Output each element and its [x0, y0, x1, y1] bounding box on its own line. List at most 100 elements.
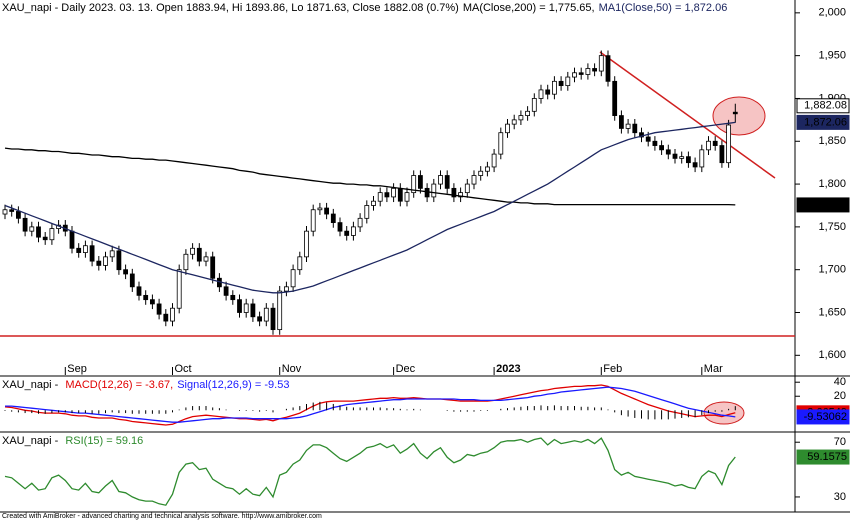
candle-body [679, 156, 685, 159]
highlight-circle [703, 401, 745, 425]
highlight-circle [712, 96, 766, 136]
candle-body [183, 253, 189, 271]
candle-body [22, 217, 28, 232]
value-label-box [796, 409, 850, 425]
candle-body [545, 89, 551, 95]
y-tick-label: 1,750 [818, 221, 846, 233]
candle-body [699, 149, 705, 168]
candle-body [645, 136, 651, 142]
candle-body [404, 192, 410, 202]
candle-body [103, 256, 108, 266]
x-tick-label: 2023 [496, 363, 520, 375]
candle-body [223, 286, 229, 296]
candle-body [310, 209, 316, 232]
candle-body [451, 187, 457, 198]
series-line [4, 121, 736, 294]
candle-body [417, 175, 423, 189]
y-tick-label: 1,950 [818, 50, 846, 62]
candle-body [525, 110, 530, 116]
candle-body [283, 286, 289, 292]
x-tick-label: Dec [396, 363, 416, 375]
candle-body [706, 140, 711, 151]
candle-body [129, 273, 135, 288]
candle-body [478, 170, 484, 176]
candle-body [190, 247, 196, 255]
candle-body [330, 213, 336, 224]
candle-body [377, 192, 383, 202]
value-label: 1,872.06 [804, 116, 847, 128]
candle-body [619, 115, 624, 129]
y-tick-label: 1,850 [818, 135, 846, 147]
candle-body [96, 260, 102, 266]
candle-body [76, 247, 82, 253]
candle-body [203, 256, 209, 262]
candle-body [357, 217, 363, 228]
candle-body [659, 145, 664, 151]
candle-body [123, 269, 128, 275]
candle-body [15, 211, 21, 219]
candle-body [424, 187, 430, 198]
candle-body [726, 124, 731, 164]
candle-body [297, 256, 303, 271]
candle-body [317, 207, 323, 211]
candle-body [196, 247, 202, 262]
title-text: XAU_napi - [2, 435, 61, 447]
candle-body [210, 256, 216, 279]
legend-entry: MA(Close,200) = 1,775.65, [463, 2, 595, 14]
candle-body [505, 123, 510, 134]
candle-body [337, 222, 343, 232]
value-label: 1,882.08 [804, 100, 847, 112]
candle-body [464, 183, 470, 194]
candle-body [156, 303, 162, 315]
candle-body [371, 200, 376, 206]
candle-body [109, 250, 115, 258]
y-tick-label: 70 [834, 436, 846, 448]
candle-body [625, 123, 631, 129]
legend-entry: RSI(15) = 59.16 [65, 435, 143, 447]
footer: Created with AmiBroker - advanced charti… [2, 513, 322, 520]
candle-body [136, 286, 142, 296]
candle-body [578, 72, 584, 75]
candle-body [344, 230, 350, 236]
x-tick-label: Mar [704, 363, 723, 375]
x-tick-label: Oct [175, 363, 192, 375]
y-tick-label: 1,650 [818, 306, 846, 318]
legend-entry: MA1(Close,50) = 1,872.06 [599, 2, 728, 14]
panel-title: XAU_napi - Daily 2023. 03. 13. Open 1883… [2, 2, 727, 14]
candle-body [149, 299, 155, 305]
candle-body [69, 230, 75, 249]
value-label: 59.1575 [807, 451, 847, 463]
value-label: 1,775.65 [804, 199, 847, 211]
candle-body [585, 68, 591, 75]
candle-body [163, 313, 169, 322]
panel-title: XAU_napi - RSI(15) = 59.16 [2, 435, 143, 447]
legend-entry: Signal(12,26,9) = -9.53 [177, 379, 289, 391]
candle-body [49, 228, 55, 241]
value-label-box [796, 449, 850, 465]
trend-line [599, 51, 776, 179]
candle-body [9, 209, 15, 212]
candle-body [350, 226, 356, 236]
y-tick-label: 1,700 [818, 264, 846, 276]
candle-body [397, 187, 403, 202]
candle-body [632, 123, 638, 134]
candle-body [2, 209, 8, 215]
candle-body [230, 294, 236, 301]
candle-body [250, 303, 256, 318]
y-tick-label: 1,800 [818, 178, 846, 190]
candle-body [719, 145, 725, 164]
candle-body [304, 230, 309, 258]
candle-body [665, 149, 671, 155]
candle-body [83, 245, 88, 253]
panel-title: XAU_napi - MACD(12,26) = -3.67, Signal(12… [2, 379, 289, 391]
candle-body [116, 250, 122, 271]
candle-body [89, 245, 95, 262]
y-tick-label: 1,600 [818, 349, 846, 361]
candle-body [324, 207, 330, 215]
candle-body [36, 226, 41, 238]
candle-body [531, 98, 537, 112]
title-text: XAU_napi - [2, 379, 61, 391]
candle-body [639, 132, 644, 138]
series-line [4, 147, 736, 206]
